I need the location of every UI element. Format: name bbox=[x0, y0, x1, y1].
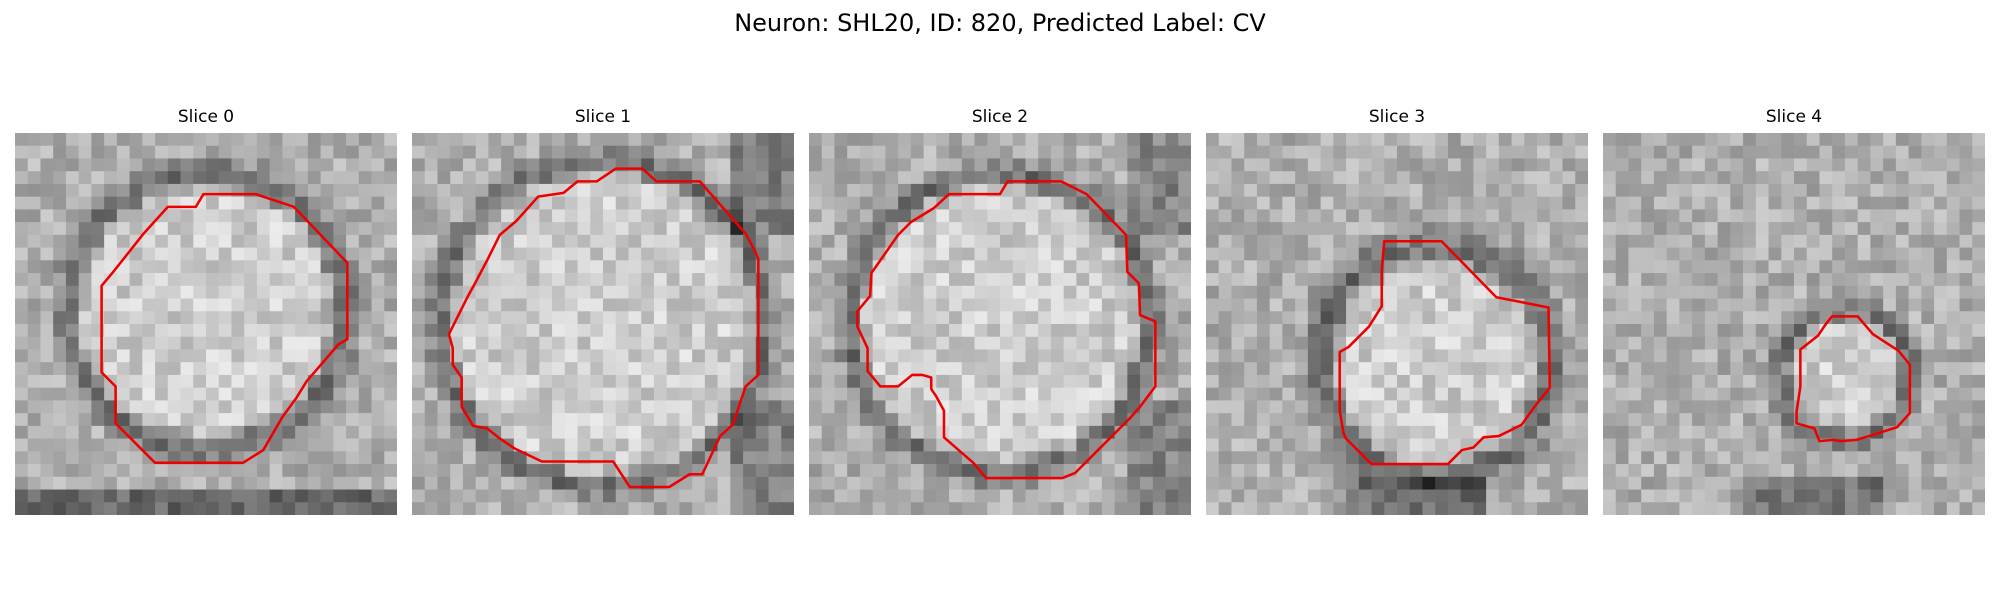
roi-contour-2 bbox=[856, 180, 1157, 480]
roi-contour-1 bbox=[447, 167, 760, 489]
slice-panel-1: Slice 1 bbox=[412, 106, 794, 515]
slice-image-1 bbox=[412, 133, 794, 515]
slice-title-4: Slice 4 bbox=[1765, 107, 1823, 127]
roi-contour-3 bbox=[1338, 239, 1552, 466]
slice-image-0 bbox=[15, 133, 397, 515]
slice-title-2: Slice 2 bbox=[971, 107, 1029, 127]
slice-panel-3: Slice 3 bbox=[1206, 106, 1588, 515]
figure-title: Neuron: SHL20, ID: 820, Predicted Label:… bbox=[734, 9, 1266, 37]
slice-panel-2: Slice 2 bbox=[809, 106, 1191, 515]
slice-image-4 bbox=[1603, 133, 1985, 515]
slice-title-3: Slice 3 bbox=[1368, 107, 1426, 127]
slice-image-3 bbox=[1206, 133, 1588, 515]
slice-title-1: Slice 1 bbox=[574, 107, 632, 127]
slice-title-0: Slice 0 bbox=[177, 107, 235, 127]
slice-panel-0: Slice 0 bbox=[15, 106, 397, 515]
slice-panel-4: Slice 4 bbox=[1603, 106, 1985, 515]
roi-contour-0 bbox=[100, 192, 349, 465]
roi-contour-4 bbox=[1795, 315, 1912, 443]
slice-image-2 bbox=[809, 133, 1191, 515]
